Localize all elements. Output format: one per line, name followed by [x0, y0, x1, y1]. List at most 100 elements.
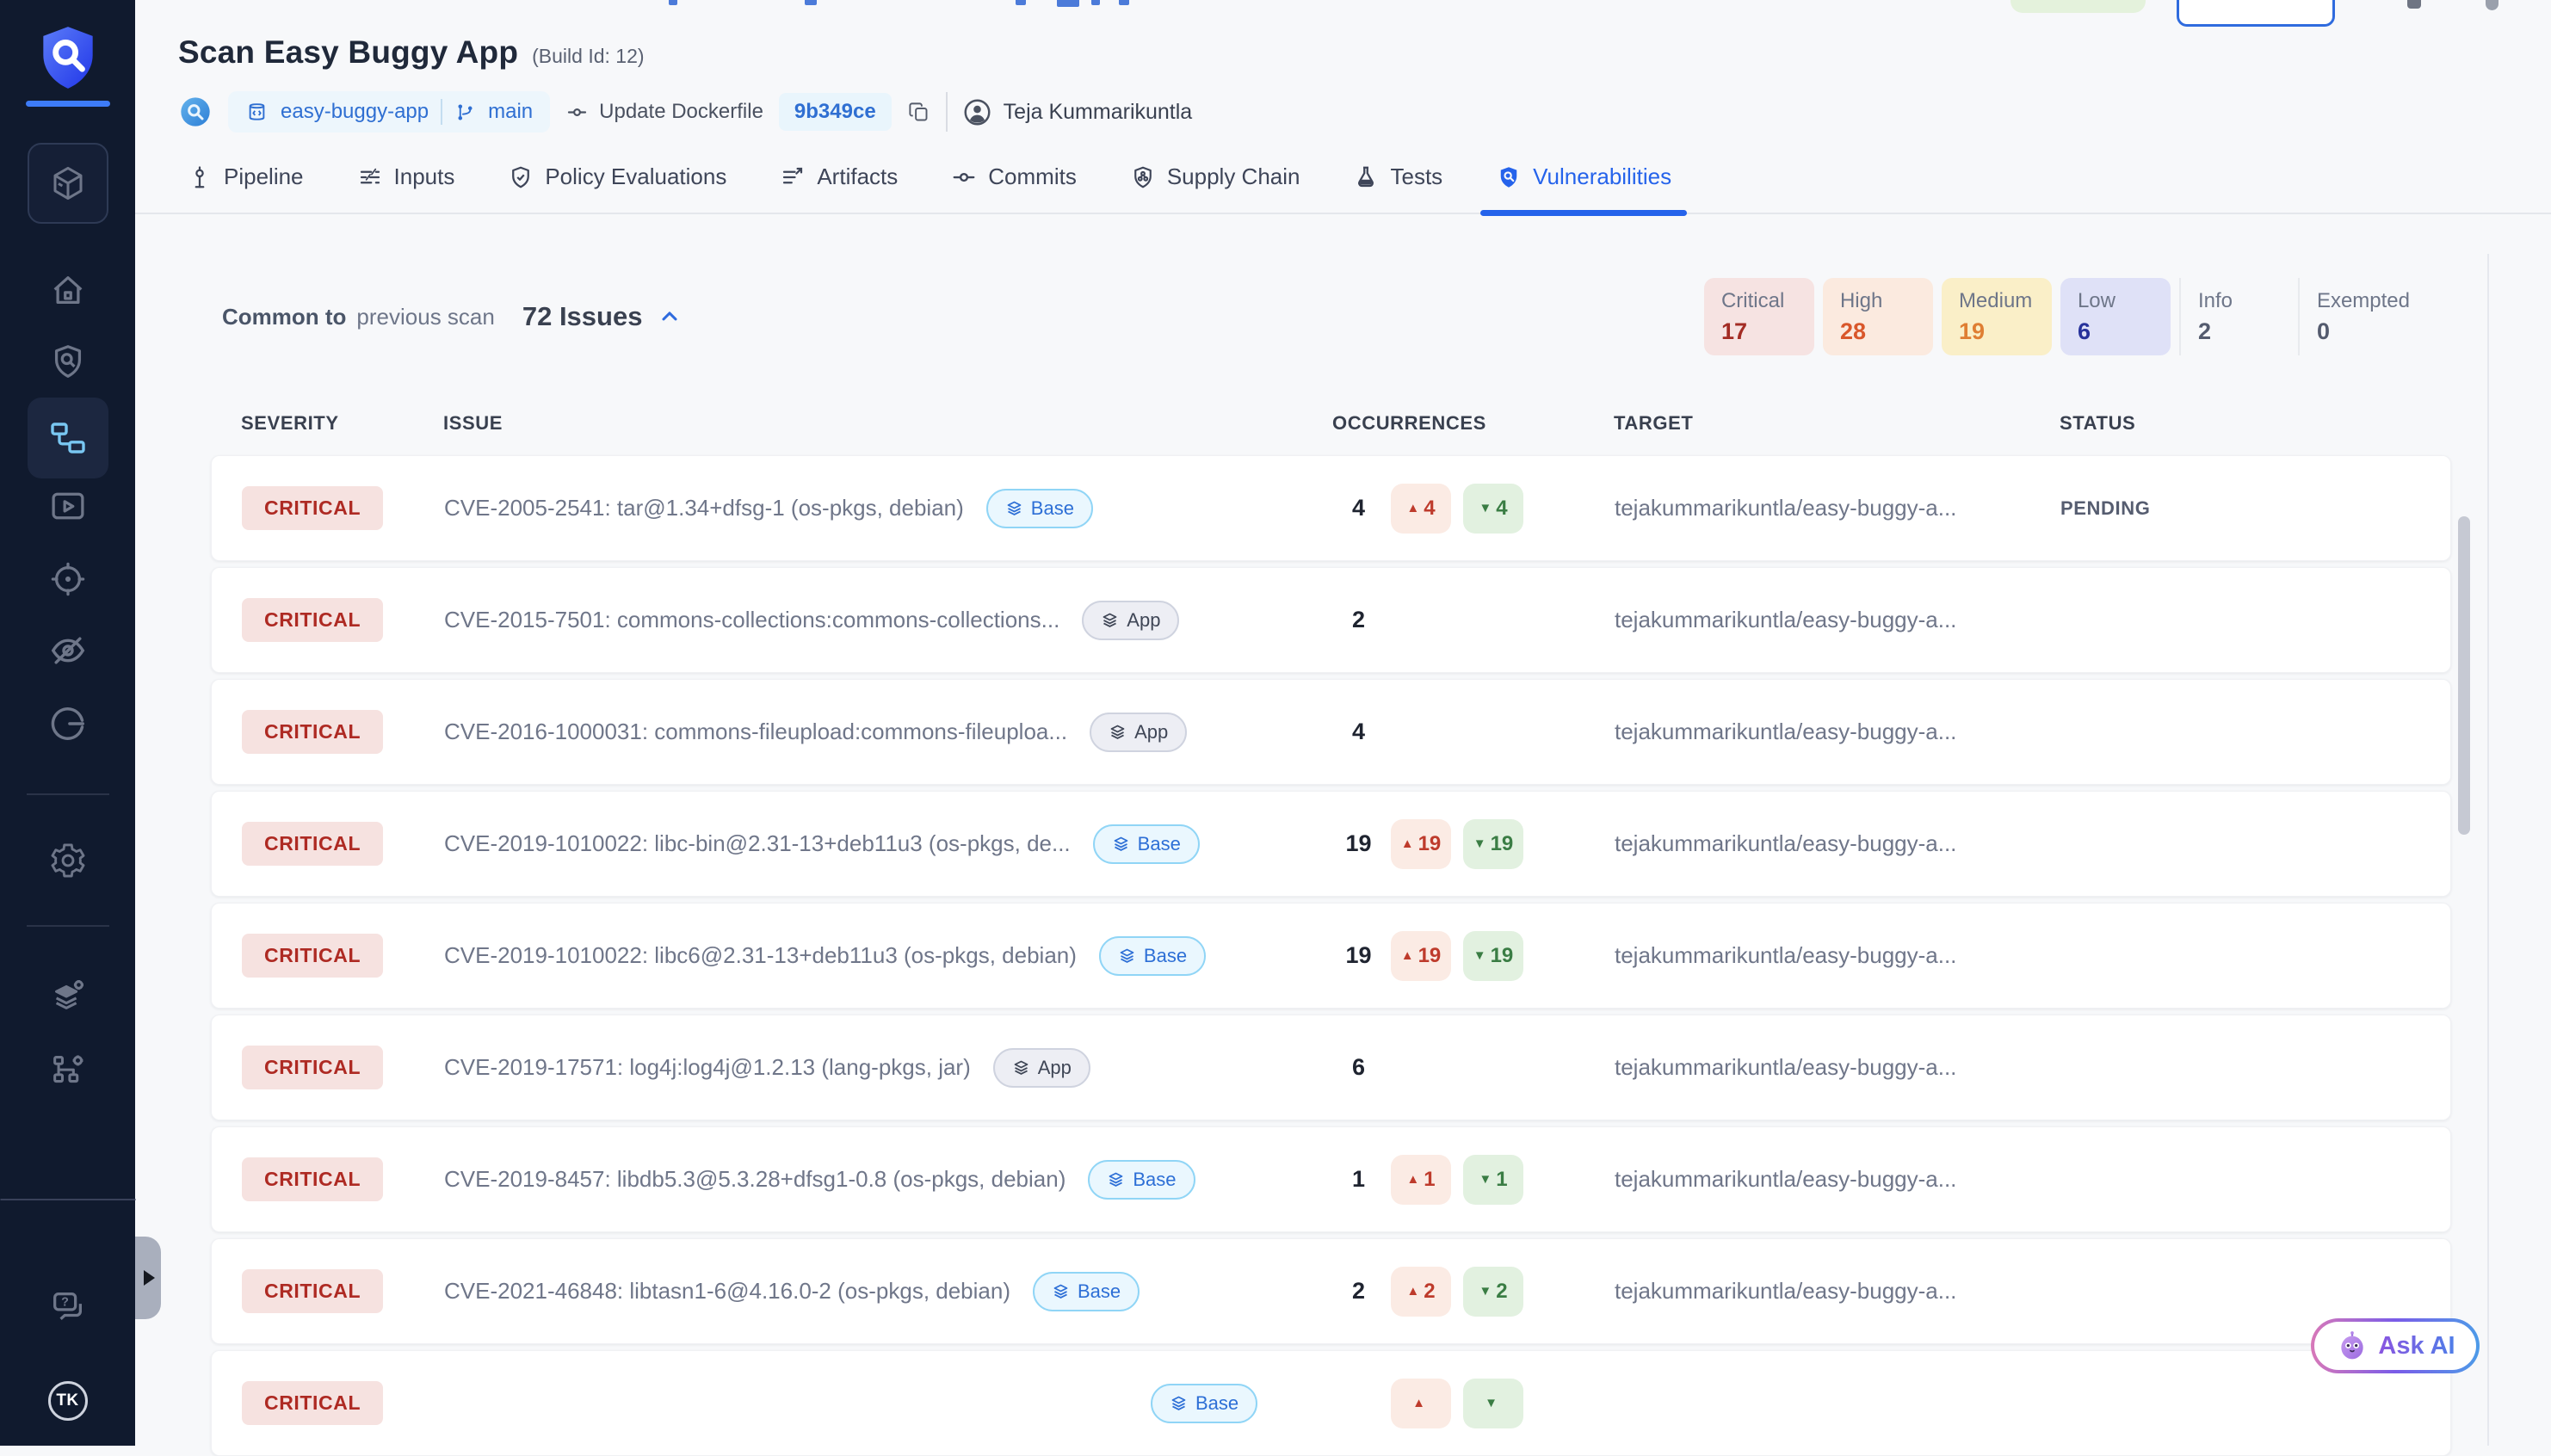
- sidebar-item-pipelines-active[interactable]: [27, 398, 108, 478]
- sidebar-item-layers-settings[interactable]: [48, 976, 88, 1015]
- base-layer-tag: Base: [985, 488, 1093, 528]
- app-layer-tag: App: [992, 1047, 1090, 1088]
- cut-off-status-pill: [2011, 0, 2146, 13]
- target-name: tejakummarikuntla/easy-buggy-a...: [1615, 719, 1957, 744]
- branch-icon: [458, 103, 473, 120]
- inputs-icon: [357, 164, 383, 190]
- layers-icon: [1109, 1172, 1123, 1187]
- issue-title: CVE-2005-2541: tar@1.34+dfsg-1 (os-pkgs,…: [444, 495, 964, 521]
- issue-row[interactable]: CRITICAL Base ▲ ▼: [211, 1350, 2451, 1456]
- severity-badge: CRITICAL: [242, 486, 384, 530]
- tab-commits[interactable]: Commits: [949, 158, 1078, 213]
- shield-search-icon: [54, 345, 81, 378]
- sidebar-item-exemptions[interactable]: [48, 631, 88, 670]
- ask-ai-button[interactable]: Ask AI: [2311, 1318, 2480, 1373]
- issue-row[interactable]: CRITICAL CVE-2016-1000031: commons-fileu…: [211, 679, 2451, 785]
- stat-value: 19: [1958, 318, 1985, 344]
- layers-icon: [1171, 1396, 1186, 1410]
- cut-off-toolbar-icon[interactable]: [2486, 0, 2498, 10]
- stat-value: 0: [2316, 318, 2330, 344]
- severity-stat-critical[interactable]: Critical 17: [1703, 278, 1814, 355]
- scanner-shield-logo-icon[interactable]: [31, 21, 105, 95]
- author-group: Teja Kummarikuntla: [963, 98, 1192, 126]
- target-icon: [51, 562, 84, 596]
- sidebar-item-gauge[interactable]: [48, 704, 88, 743]
- tab-inputs[interactable]: Inputs: [355, 158, 457, 213]
- severity-badge: CRITICAL: [242, 710, 384, 754]
- issue-row[interactable]: CRITICAL CVE-2005-2541: tar@1.34+dfsg-1 …: [211, 455, 2451, 561]
- avatar-initials: TK: [56, 1391, 79, 1410]
- issue-title: CVE-2019-1010022: libc-bin@2.31-13+deb11…: [444, 830, 1071, 856]
- severity-badge: CRITICAL: [242, 934, 384, 978]
- column-header-severity: SEVERITY: [241, 412, 339, 434]
- sidebar-active-module-indicator: [25, 101, 110, 107]
- base-layer-tag: Base: [1033, 1271, 1140, 1311]
- issue-row[interactable]: CRITICAL CVE-2019-1010022: libc-bin@2.31…: [211, 791, 2451, 897]
- layers-icon: [1053, 1284, 1068, 1299]
- target-name: tejakummarikuntla/easy-buggy-a...: [1615, 1278, 1957, 1304]
- flask-icon: [1353, 164, 1379, 190]
- artifacts-list-icon: [780, 164, 806, 190]
- issue-title: CVE-2019-17571: log4j:log4j@1.2.13 (lang…: [444, 1054, 971, 1080]
- target-name: tejakummarikuntla/easy-buggy-a...: [1615, 495, 1957, 521]
- fixed-occurrences-pill: ▼ 2: [1463, 1266, 1523, 1317]
- severity-badge: CRITICAL: [242, 598, 384, 642]
- tab-pipeline[interactable]: Pipeline: [185, 158, 306, 213]
- commit-icon: [951, 164, 977, 190]
- sidebar-item-settings[interactable]: [48, 841, 88, 880]
- issue-row[interactable]: CRITICAL CVE-2019-17571: log4j:log4j@1.2…: [211, 1015, 2451, 1120]
- severity-stat-medium[interactable]: Medium 19: [1941, 278, 2052, 355]
- sidebar-item-help[interactable]: ?: [48, 1286, 88, 1326]
- tab-vulnerabilities[interactable]: Vulnerabilities: [1480, 158, 1688, 216]
- new-occurrences-pill: ▲ 1: [1391, 1154, 1451, 1205]
- sidebar-item-module-cube[interactable]: [27, 143, 108, 224]
- stat-value: 17: [1720, 318, 1747, 344]
- fixed-occurrences-pill: ▼ 4: [1463, 483, 1523, 534]
- ai-robot-icon: [2341, 1331, 2364, 1360]
- commit-hash-chip[interactable]: 9b349ce: [778, 93, 892, 131]
- app-layer-tag: App: [1082, 600, 1180, 640]
- sidebar-item-infrastructure-settings[interactable]: [48, 1049, 88, 1089]
- vulnerability-shield-search-icon: [1496, 164, 1522, 190]
- stat-label: Critical: [1720, 288, 1785, 312]
- home-icon: [53, 276, 82, 305]
- cut-off-primary-button[interactable]: [2177, 0, 2335, 27]
- fixed-occurrences-pill: ▼: [1463, 1378, 1523, 1428]
- severity-stat-info[interactable]: Info 2: [2178, 278, 2289, 355]
- user-avatar[interactable]: TK: [47, 1381, 88, 1421]
- issue-row[interactable]: CRITICAL CVE-2019-8457: libdb5.3@5.3.28+…: [211, 1126, 2451, 1232]
- severity-stat-low[interactable]: Low 6: [2060, 278, 2171, 355]
- occurrences-count: 1: [1351, 1166, 1366, 1192]
- layers-icon: [1110, 725, 1125, 739]
- cube-icon: [53, 166, 82, 201]
- severity-stat-high[interactable]: High 28: [1822, 278, 1933, 355]
- network-gear-icon: [53, 1055, 83, 1083]
- issues-summary-bar: Common to previous scan 72 Issues Critic…: [135, 278, 2551, 355]
- new-occurrences-pill: ▲ 2: [1391, 1266, 1451, 1317]
- sidebar-item-targets[interactable]: [48, 559, 88, 599]
- sidebar-expand-handle[interactable]: [135, 1237, 161, 1319]
- chevron-up-icon[interactable]: [658, 305, 682, 329]
- previous-scan-label: previous scan: [356, 303, 495, 330]
- base-layer-tag: Base: [1151, 1383, 1258, 1423]
- sidebar-item-executions[interactable]: [48, 486, 88, 526]
- stat-value: 28: [1839, 318, 1866, 344]
- cut-off-toolbar-icon[interactable]: [2407, 0, 2421, 9]
- repo-branch-chip[interactable]: easy-buggy-app main: [228, 91, 551, 133]
- tab-supply-chain[interactable]: Supply Chain: [1128, 158, 1302, 213]
- severity-stat-exempted[interactable]: Exempted 0: [2297, 278, 2427, 355]
- new-occurrences-pill: ▲ 19: [1391, 818, 1451, 869]
- issue-row[interactable]: CRITICAL CVE-2021-46848: libtasn1-6@4.16…: [211, 1238, 2451, 1344]
- sidebar-item-scan-search[interactable]: [48, 342, 88, 381]
- target-name: tejakummarikuntla/easy-buggy-a...: [1615, 607, 1957, 632]
- tab-policy-evaluations[interactable]: Policy Evaluations: [506, 158, 728, 213]
- sidebar-item-home[interactable]: [48, 271, 88, 311]
- issues-count: 72 Issues: [522, 301, 643, 331]
- issue-row[interactable]: CRITICAL CVE-2015-7501: commons-collecti…: [211, 567, 2451, 673]
- copy-icon[interactable]: [907, 101, 930, 124]
- issue-row[interactable]: CRITICAL CVE-2019-1010022: libc6@2.31-13…: [211, 903, 2451, 1009]
- tab-artifacts[interactable]: Artifacts: [778, 158, 899, 213]
- base-layer-tag: Base: [1088, 1159, 1195, 1200]
- scrollbar-thumb[interactable]: [2458, 516, 2470, 835]
- tab-tests[interactable]: Tests: [1351, 158, 1444, 213]
